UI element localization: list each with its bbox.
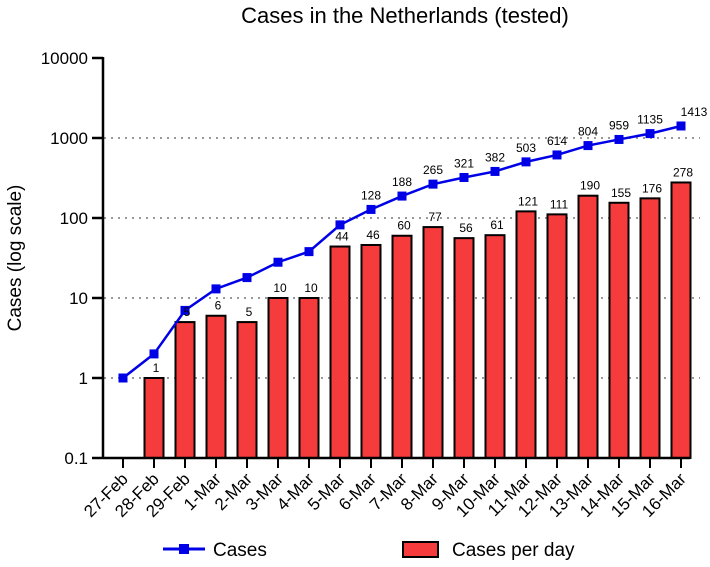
bar	[546, 213, 568, 459]
bar	[422, 226, 444, 459]
line-point	[180, 305, 190, 315]
bar-data-label: 10	[273, 281, 287, 295]
bar-data-label: 46	[366, 228, 380, 242]
bar-data-label: 176	[642, 181, 662, 195]
line-point	[366, 204, 376, 214]
bar	[360, 243, 382, 459]
legend-label-cases-per-day: Cases per day	[452, 540, 575, 561]
line-data-label: 265	[423, 163, 443, 177]
line-data-label: 1413	[681, 105, 708, 119]
bar-data-label: 121	[518, 194, 538, 208]
bar-data-label: 5	[246, 305, 253, 319]
y-tick-label: 10	[69, 289, 88, 308]
bar	[515, 210, 537, 459]
bar-data-label: 56	[459, 221, 473, 235]
line-point	[552, 150, 562, 160]
bar-data-label: 60	[397, 219, 411, 233]
legend-bar-swatch	[402, 541, 439, 558]
bar-data-label: 5	[184, 305, 191, 319]
line-series	[118, 121, 686, 383]
y-tick-label: 0.1	[64, 449, 88, 468]
line-point	[118, 373, 128, 383]
y-tick-label: 10000	[41, 49, 88, 68]
line-data-label: 188	[392, 175, 412, 189]
legend-item-cases-per-day: Cases per day	[402, 540, 575, 561]
bar-data-label: 10	[304, 281, 318, 295]
bar-data-label: 77	[428, 210, 442, 224]
line-point	[645, 129, 655, 139]
line-point	[242, 273, 252, 283]
bar	[484, 234, 506, 459]
line-point	[583, 141, 593, 151]
bar-data-label: 155	[611, 186, 631, 200]
line-point	[521, 157, 531, 167]
legend-label-cases: Cases	[213, 540, 267, 561]
y-tick-label: 100	[60, 209, 88, 228]
bar-series	[143, 181, 692, 460]
line-point	[149, 349, 159, 359]
bar	[143, 377, 165, 459]
line-point	[211, 284, 221, 294]
line-data-label: 382	[485, 150, 505, 164]
bar	[267, 297, 289, 459]
line-data-label: 804	[578, 125, 598, 139]
axes	[92, 56, 690, 468]
bar-data-label: 61	[490, 218, 504, 232]
legend: Cases Cases per day	[163, 540, 575, 561]
y-tick-label: 1	[79, 369, 88, 388]
line-point	[490, 166, 500, 176]
line-point	[428, 179, 438, 189]
line-data-label: 959	[609, 118, 629, 132]
line-point	[304, 247, 314, 257]
line-point	[335, 220, 345, 230]
bar	[298, 297, 320, 459]
bar	[205, 314, 227, 459]
line-point	[676, 121, 686, 131]
bar	[639, 197, 661, 460]
chart-title: Cases in the Netherlands (tested)	[241, 3, 569, 28]
legend-marker-swatch	[179, 544, 189, 554]
bar	[174, 321, 196, 459]
line-data-label: 1135	[637, 113, 663, 127]
line-data-label: 321	[454, 156, 474, 170]
bar	[236, 321, 258, 459]
line-data-label: 614	[547, 134, 567, 148]
legend-item-cases: Cases	[163, 540, 267, 561]
line-data-label: 128	[361, 188, 381, 202]
y-axis-title: Cases (log scale)	[5, 185, 26, 332]
bar	[453, 237, 475, 459]
bar-data-label: 1	[153, 361, 160, 375]
line-point	[273, 257, 283, 267]
bar-data-label: 190	[580, 179, 600, 193]
x-tick-labels: 27-Feb28-Feb29-Feb1-Mar2-Mar3-Mar4-Mar5-…	[80, 469, 690, 521]
line-point	[614, 134, 624, 144]
bar	[391, 234, 413, 459]
bar-data-label: 278	[673, 165, 693, 179]
y-tick-labels: 0.1 1 10 100 1000 10000	[41, 49, 88, 468]
line-point	[459, 172, 469, 182]
bar	[608, 201, 630, 459]
line-point	[397, 191, 407, 201]
bar-data-label: 44	[335, 230, 349, 244]
bar	[577, 194, 599, 459]
bar-data-label: 111	[550, 197, 569, 211]
y-tick-label: 1000	[50, 129, 88, 148]
bar	[329, 245, 351, 459]
bar	[670, 181, 692, 459]
line-data-label: 503	[516, 141, 536, 155]
bar-data-label: 6	[215, 299, 222, 313]
